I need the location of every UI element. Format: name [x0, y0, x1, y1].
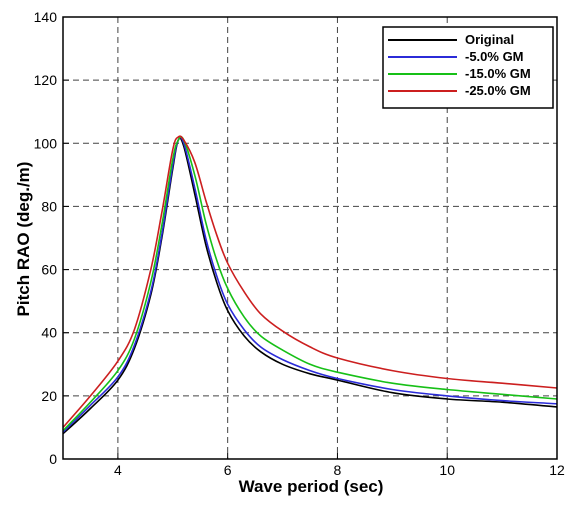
x-tick-label: 6	[224, 462, 232, 478]
legend-label-1: Original	[465, 32, 514, 47]
legend: Original -5.0% GM -15.0% GM -25.0% GM	[382, 26, 554, 109]
legend-label-4: -25.0% GM	[465, 83, 531, 98]
x-tick-label: 8	[334, 462, 342, 478]
x-axis-label: Wave period (sec)	[239, 477, 384, 496]
y-tick-label: 60	[41, 262, 57, 278]
series-line-4	[62, 135, 558, 428]
legend-label-3: -15.0% GM	[465, 66, 531, 81]
plot-frame	[62, 16, 558, 460]
y-axis-label: Pitch RAO (deg./m)	[14, 162, 33, 317]
y-tick-label: 0	[49, 451, 57, 467]
x-tick-label: 12	[549, 462, 565, 478]
legend-label-2: -5.0% GM	[465, 49, 524, 64]
y-tick-label: 80	[41, 198, 57, 214]
series-line-2	[62, 136, 558, 433]
y-tick-label: 40	[41, 325, 57, 341]
axis-ticks	[63, 16, 558, 460]
series-lines	[62, 135, 558, 435]
x-tick-label: 4	[114, 462, 122, 478]
x-tick-label: 10	[439, 462, 455, 478]
y-tick-label: 100	[34, 135, 58, 151]
series-line-1	[62, 137, 558, 435]
y-tick-label: 120	[34, 72, 58, 88]
y-tick-label: 140	[34, 9, 58, 25]
y-tick-label: 20	[41, 388, 57, 404]
series-line-3	[62, 135, 558, 432]
